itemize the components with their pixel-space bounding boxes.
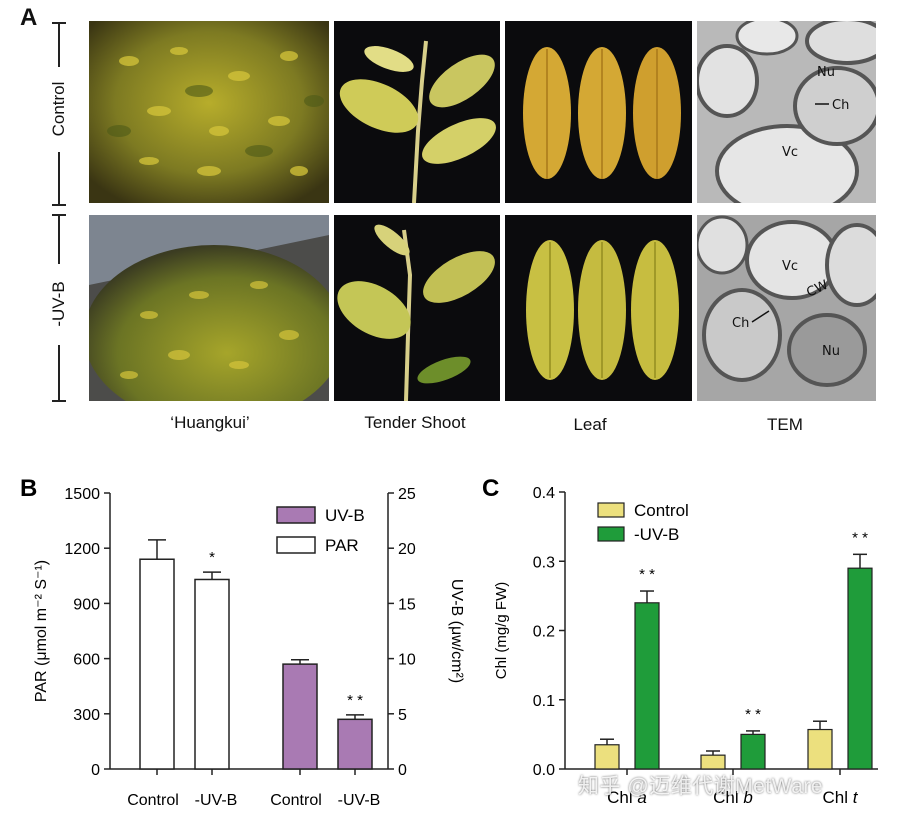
bar [700, 754, 726, 770]
y-tick-label-right: 10 [398, 652, 416, 669]
legend-swatch [597, 502, 625, 518]
photo-leaf-control [505, 21, 692, 203]
y-tick-label: 0.4 [533, 485, 555, 502]
bracket-line [58, 22, 60, 67]
bar [282, 663, 318, 770]
y-tick-label: 900 [73, 596, 100, 613]
y-tick-label-right: 20 [398, 541, 416, 558]
x-tick-label-italic: a [637, 788, 646, 807]
x-tick-label: Control [270, 792, 322, 809]
photo-tender-shoot-uvb [334, 215, 500, 401]
caption-tem: TEM [767, 415, 803, 434]
photo-tem-uvb: Vc CW Ch Nu [697, 215, 876, 401]
y-tick-label: 0.0 [533, 762, 555, 779]
x-tick-label-italic: t [853, 788, 859, 807]
tem-label: Vc [782, 259, 798, 274]
bar [337, 718, 373, 770]
x-tick-label: -UV-B [338, 792, 381, 809]
bar [740, 733, 766, 770]
y-axis-label-right: UV-B (μw/cm²) [448, 579, 465, 683]
x-tick-label-text: Chl [823, 788, 853, 807]
tem-label: Nu [817, 65, 835, 80]
y-tick-label-right: 5 [398, 707, 407, 724]
bar [634, 602, 660, 770]
bar [847, 567, 873, 770]
row-label-uvb: -UV-B [49, 281, 68, 327]
photo-leaf-uvb [505, 215, 692, 401]
x-tick-label: Chl b [713, 788, 753, 807]
bracket-line [58, 214, 60, 264]
tem-label: Ch [832, 98, 849, 113]
x-tick-label-italic: b [743, 788, 752, 807]
y-tick-label: 0.2 [533, 624, 555, 641]
x-tick-label-text: Chl [713, 788, 743, 807]
bar [807, 728, 833, 770]
significance-marker: * * [347, 692, 363, 709]
y-axis-label: Chl (mg/g FW) [493, 582, 510, 680]
caption-tender-shoot: Tender Shoot [364, 413, 466, 432]
charts-svg: B 0 300 600 900 1200 1500 0 5 10 15 20 25 PAR (μmol m… [20, 475, 878, 809]
photo-huangkui-uvb [89, 215, 329, 401]
significance-marker: * * [852, 529, 868, 546]
photo-huangkui-control [89, 21, 329, 203]
x-tick-label: -UV-B [195, 792, 238, 809]
photo-tem-control: Nu Ch Vc [697, 21, 876, 203]
bar [139, 558, 175, 770]
legend-label: UV-B [325, 506, 365, 525]
legend-label: PAR [325, 536, 359, 555]
watermark: 知乎 @迈维代谢MetWare [578, 775, 824, 798]
y-tick-label: 0.1 [533, 693, 555, 710]
y-tick-label-right: 25 [398, 486, 416, 503]
x-tick-label-text: Chl [607, 788, 637, 807]
caption-leaf: Leaf [573, 415, 607, 434]
bar [594, 744, 620, 770]
y-tick-label-right: 15 [398, 596, 416, 613]
significance-marker: * * [745, 706, 761, 723]
legend-label: Control [634, 501, 689, 520]
legend-swatch [276, 536, 316, 554]
bracket-line [58, 152, 60, 204]
panel-c-letter: C [482, 475, 499, 502]
y-tick-label: 1500 [64, 486, 100, 503]
x-tick-label: Chl a [607, 788, 647, 807]
tem-label: Nu [822, 344, 840, 359]
panel-b-letter: B [20, 475, 37, 502]
y-tick-label: 1200 [64, 541, 100, 558]
significance-marker: * * [639, 566, 655, 583]
tem-label: Ch [732, 316, 749, 331]
legend-swatch [597, 526, 625, 542]
y-tick-label: 0.3 [533, 554, 555, 571]
y-tick-label: 600 [73, 652, 100, 669]
bracket-cap [52, 400, 66, 402]
row-label-control: Control [49, 81, 68, 137]
panel-a-letter: A [20, 4, 38, 31]
y-axis-label: PAR (μmol m⁻² S⁻¹) [33, 560, 50, 702]
caption-huangkui: ‘Huangkui’ [170, 413, 250, 432]
bracket-cap [52, 204, 66, 206]
legend-swatch [276, 506, 316, 524]
significance-marker: * [209, 549, 215, 566]
y-tick-label: 300 [73, 707, 100, 724]
legend-label: -UV-B [634, 525, 679, 544]
x-tick-label: Control [127, 792, 179, 809]
y-tick-label: 0 [91, 762, 100, 779]
photo-tender-shoot-control [334, 21, 500, 203]
x-tick-label: Chl t [823, 788, 859, 807]
bracket-line [58, 345, 60, 400]
tem-label: Vc [782, 145, 798, 160]
y-tick-label-right: 0 [398, 762, 407, 779]
bar [194, 578, 230, 770]
